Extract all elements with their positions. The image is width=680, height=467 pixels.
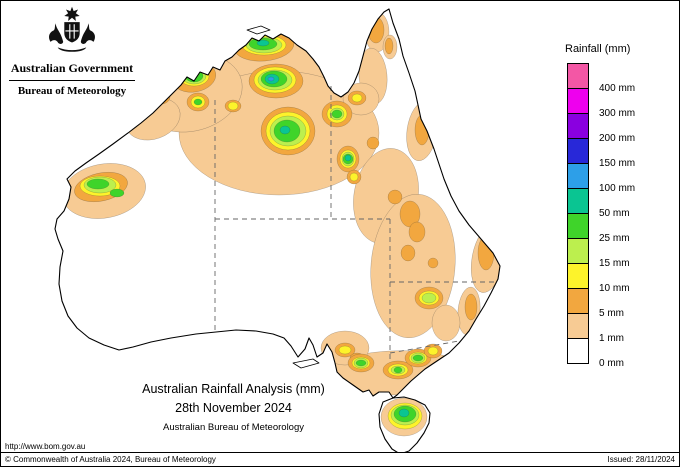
legend-swatch xyxy=(567,113,589,139)
copyright-text: © Commonwealth of Australia 2024, Bureau… xyxy=(5,455,216,464)
legend-label: 100 mm xyxy=(599,183,636,194)
legend-swatch xyxy=(567,288,589,314)
legend-label: 15 mm xyxy=(599,258,630,269)
legend-label: 25 mm xyxy=(599,233,630,244)
legend-title: Rainfall (mm) xyxy=(565,43,631,55)
bom-url: http://www.bom.gov.au xyxy=(5,442,86,451)
legend-row: 15 mm xyxy=(551,238,679,269)
legend-row: 0 mm xyxy=(551,338,679,369)
footer-bar: © Commonwealth of Australia 2024, Bureau… xyxy=(1,452,679,466)
legend-row: 400 mm xyxy=(551,63,679,94)
legend-swatch xyxy=(567,138,589,164)
bureau-title: Bureau of Meteorology xyxy=(17,85,127,97)
legend-swatch xyxy=(567,263,589,289)
coat-of-arms-icon xyxy=(49,6,95,52)
agency-header: Australian Government Bureau of Meteorol… xyxy=(9,5,135,97)
legend-swatch xyxy=(567,88,589,114)
legend-swatch xyxy=(567,213,589,239)
state-borders xyxy=(214,86,496,359)
rainfall-contours xyxy=(62,11,500,437)
legend-label: 200 mm xyxy=(599,133,636,144)
legend-swatch xyxy=(567,63,589,89)
legend-label: 50 mm xyxy=(599,208,630,219)
rainfall-legend: Rainfall (mm) 400 mm 300 mm 200 mm 150 m… xyxy=(551,43,679,369)
legend-swatch xyxy=(567,163,589,189)
caption-title: Australian Rainfall Analysis (mm) xyxy=(142,382,325,396)
header-divider xyxy=(9,80,135,81)
coastline xyxy=(54,8,501,455)
legend-label: 10 mm xyxy=(599,283,630,294)
caption-org: Australian Bureau of Meteorology xyxy=(163,422,304,433)
legend-label: 300 mm xyxy=(599,108,636,119)
legend-label: 400 mm xyxy=(599,83,636,94)
legend-row: 50 mm xyxy=(551,188,679,219)
map-caption: Australian Rainfall Analysis (mm) 28th N… xyxy=(106,382,361,433)
issued-text: Issued: 28/11/2024 xyxy=(607,455,675,464)
government-title: Australian Government xyxy=(10,61,134,75)
legend-swatch xyxy=(567,238,589,264)
legend-label: 0 mm xyxy=(599,358,624,369)
legend-swatch xyxy=(567,338,589,364)
legend-row: 300 mm xyxy=(551,88,679,119)
legend-label: 1 mm xyxy=(599,333,624,344)
legend-swatch xyxy=(567,188,589,214)
legend-label: 5 mm xyxy=(599,308,624,319)
legend-swatch xyxy=(567,313,589,339)
legend-label: 150 mm xyxy=(599,158,636,169)
caption-date: 28th November 2024 xyxy=(175,401,292,415)
